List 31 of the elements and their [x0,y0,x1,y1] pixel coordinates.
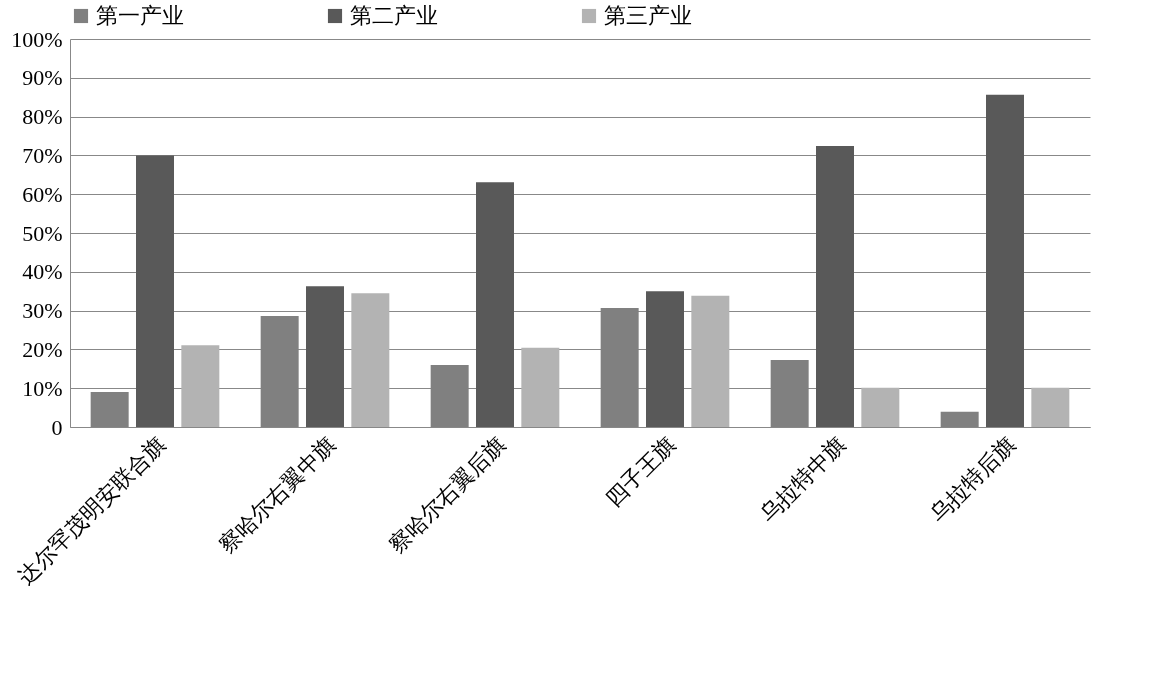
x-tick-label: 乌拉特中旗 [755,431,851,527]
y-tick-label: 0 [51,414,63,440]
bar [861,387,900,427]
legend-label: 第三产业 [604,3,692,28]
y-tick-label: 70% [22,142,63,168]
y-tick-label: 50% [22,220,63,246]
y-tick-label: 10% [22,375,63,401]
bar [476,182,514,427]
x-tick-label: 四子王旗 [600,431,681,512]
bar [646,291,684,427]
legend-label: 第二产业 [350,3,438,28]
bar [816,146,854,427]
bar [521,347,560,427]
bar [986,94,1024,427]
y-tick-label: 80% [22,104,63,130]
x-tick-label: 察哈尔右翼中旗 [213,431,341,558]
bar [691,295,730,427]
bar [1031,387,1070,427]
x-tick-label: 乌拉特后旗 [925,431,1021,527]
y-tick-label: 40% [22,259,63,285]
legend-label: 第一产业 [96,3,184,28]
x-tick-label: 察哈尔右翼后旗 [383,431,511,558]
bar [306,286,344,427]
y-tick-label: 90% [22,65,63,91]
bar [351,293,390,427]
y-tick-label: 100% [11,26,63,52]
y-tick-label: 30% [22,298,63,324]
y-tick-label: 60% [22,181,63,207]
bar [181,345,220,427]
bar [136,155,174,427]
y-tick-label: 20% [22,336,63,362]
